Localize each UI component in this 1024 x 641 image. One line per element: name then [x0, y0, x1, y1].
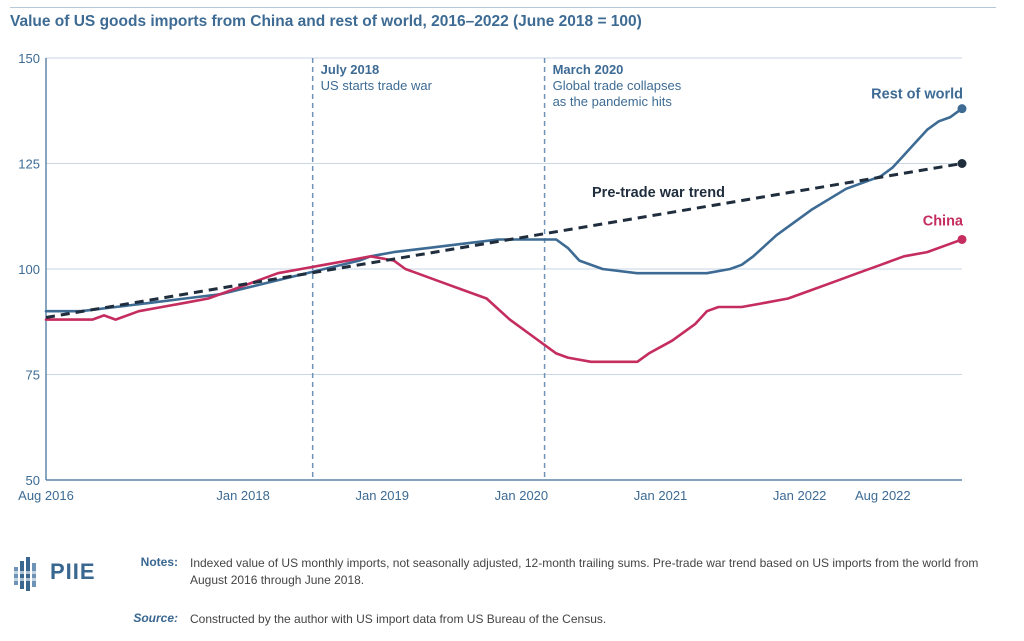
notes-text: Indexed value of US monthly imports, not…	[190, 556, 979, 587]
series-end-point-china	[957, 234, 967, 244]
y-tick-label: 50	[26, 473, 40, 488]
series-end-point-pre-trade-war-trend	[957, 159, 967, 168]
logo-mark-icon	[12, 557, 38, 591]
source-label: Source:	[133, 611, 178, 625]
annotation-text-march2020: Global trade collapses	[553, 78, 682, 93]
series-end-point-rest-of-world	[957, 104, 967, 114]
x-tick-label: Aug 2022	[855, 488, 911, 503]
x-tick-label: Jan 2022	[773, 488, 827, 503]
footer: PIIE Notes: Indexed value of US monthly …	[0, 545, 1024, 641]
series-line-china	[44, 238, 964, 364]
y-tick-label: 150	[18, 51, 40, 66]
annotation-title-july2018: July 2018	[321, 62, 380, 77]
title-rule	[10, 7, 996, 8]
series-label-china: China	[923, 213, 964, 229]
source-text: Constructed by the author with US import…	[190, 612, 607, 626]
logo-text: PIIE	[50, 559, 96, 584]
y-tick-label: 100	[18, 262, 40, 277]
notes-label: Notes:	[140, 555, 178, 569]
x-tick-label: Jan 2020	[495, 488, 549, 503]
annotation-title-march2020: March 2020	[553, 62, 624, 77]
y-tick-label: 75	[26, 368, 40, 383]
annotation-text-july2018: US starts trade war	[321, 78, 433, 93]
x-tick-label: Aug 2016	[18, 488, 74, 503]
chart-title: Value of US goods imports from China and…	[10, 13, 642, 30]
series-label-pre-trade-war-trend: Pre-trade war trend	[592, 185, 725, 201]
annotation-text-march2020: as the pandemic hits	[553, 94, 673, 109]
series-line-rest-of-world	[44, 107, 964, 313]
y-tick-label: 125	[18, 157, 40, 172]
series-line-pre-trade-war-trend	[45, 162, 963, 319]
series-label-rest-of-world: Rest of world	[871, 87, 963, 103]
x-tick-label: Jan 2019	[356, 488, 410, 503]
line-chart: 50 75 100 125 150 Aug 2016 Jan 2018 Jan 2019 Jan…	[18, 51, 967, 503]
piie-logo: PIIE	[12, 553, 104, 593]
x-tick-label: Jan 2018	[216, 488, 270, 503]
x-tick-label: Jan 2021	[634, 488, 688, 503]
